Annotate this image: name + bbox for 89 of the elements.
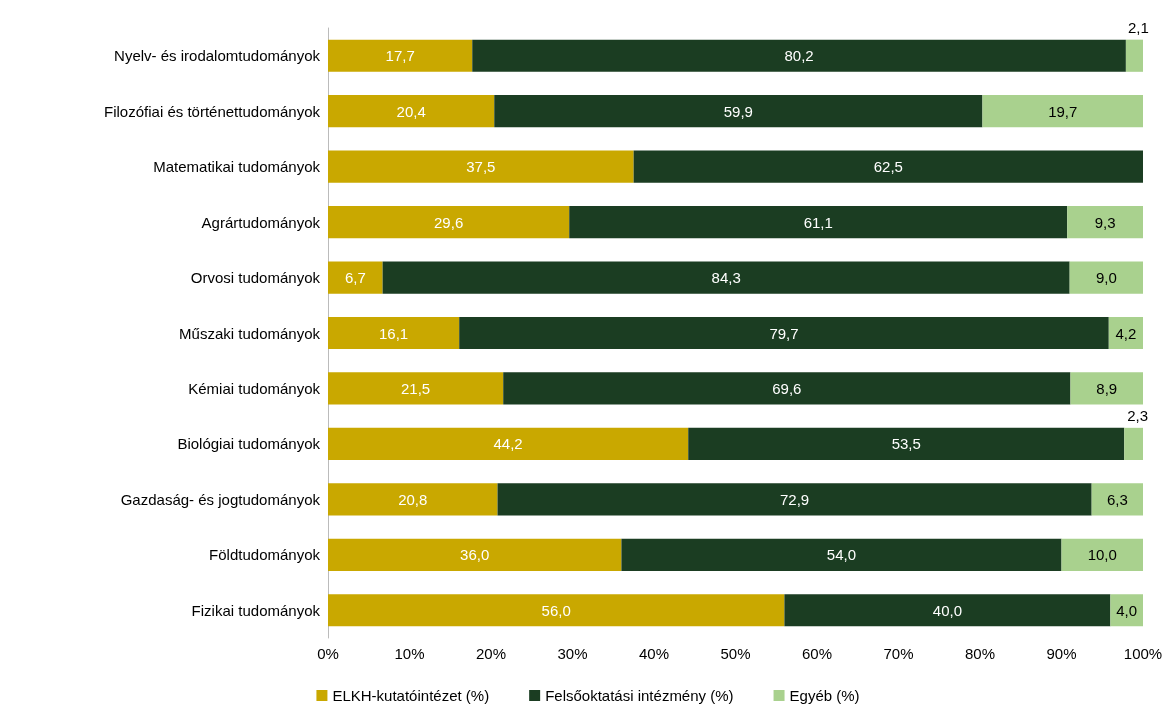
data-label: 56,0 xyxy=(541,601,571,619)
legend-label: ELKH-kutatóintézet (%) xyxy=(332,687,490,704)
bar xyxy=(472,39,1126,72)
bar xyxy=(328,372,504,405)
data-label: 36,0 xyxy=(460,546,490,564)
bar xyxy=(459,316,1109,350)
data-label: 40,0 xyxy=(932,601,962,619)
y-tick-label: Nyelv- és irodalomtudományok xyxy=(114,47,321,65)
bar xyxy=(784,594,1111,627)
bar xyxy=(1108,316,1143,350)
legend-label: Egyéb (%) xyxy=(789,687,860,704)
x-tick-label: 50% xyxy=(720,645,751,662)
bar xyxy=(633,150,1143,183)
data-label: 10,0 xyxy=(1087,546,1117,564)
bar xyxy=(1070,372,1143,405)
bar xyxy=(328,150,634,183)
legend-label: Felsőoktatási intézmény (%) xyxy=(545,687,734,704)
bar xyxy=(328,538,622,571)
bar xyxy=(569,206,1068,239)
data-label: 4,0 xyxy=(1116,601,1138,619)
data-label: 61,1 xyxy=(803,213,833,231)
x-tick-label: 90% xyxy=(1046,645,1077,662)
bar xyxy=(503,372,1071,405)
y-tick-label: Filozófiai és történettudományok xyxy=(104,102,321,120)
bar xyxy=(1061,538,1143,571)
data-label: 9,0 xyxy=(1095,269,1117,287)
x-tick-label: 60% xyxy=(801,645,833,662)
x-tick-label: 10% xyxy=(394,645,425,662)
data-label: 21,5 xyxy=(401,379,431,397)
data-label: 2,3 xyxy=(1127,406,1149,424)
bar xyxy=(497,483,1092,516)
bar xyxy=(328,594,785,627)
data-label: 29,6 xyxy=(434,213,464,231)
data-label: 16,1 xyxy=(379,324,409,342)
y-tick-label: Biológiai tudományok xyxy=(177,435,321,453)
data-label: 84,3 xyxy=(711,269,741,287)
bar xyxy=(328,39,473,72)
data-label: 6,7 xyxy=(344,269,366,287)
y-tick-label: Agrártudományok xyxy=(201,213,321,231)
data-label: 44,2 xyxy=(493,435,523,453)
bar xyxy=(494,95,983,128)
bar xyxy=(1110,594,1143,627)
data-label: 53,5 xyxy=(891,435,921,453)
data-label: 54,0 xyxy=(826,546,857,564)
x-tick-label: 40% xyxy=(638,645,670,662)
data-label: 17,7 xyxy=(385,47,415,65)
bar xyxy=(328,95,495,128)
data-label: 59,9 xyxy=(723,102,753,120)
bar xyxy=(1067,206,1143,239)
bar xyxy=(328,261,383,294)
x-tick-label: 80% xyxy=(964,645,996,662)
bar xyxy=(1091,483,1143,516)
data-label: 4,2 xyxy=(1115,324,1137,342)
data-label: 2,1 xyxy=(1128,18,1149,36)
data-label: 69,6 xyxy=(772,379,802,397)
bar xyxy=(328,206,570,239)
y-tick-label: Fizikai tudományok xyxy=(191,601,321,619)
bar xyxy=(382,261,1070,294)
y-tick-label: Gazdaság- és jogtudományok xyxy=(120,490,321,508)
bar xyxy=(982,95,1143,128)
bar xyxy=(1124,427,1143,460)
y-tick-label: Műszaki tudományok xyxy=(179,324,321,342)
data-label: 8,9 xyxy=(1096,379,1118,397)
bar xyxy=(621,538,1062,571)
data-label: 20,4 xyxy=(396,102,426,120)
bar xyxy=(328,427,689,460)
bar xyxy=(1069,261,1143,294)
bar xyxy=(328,316,460,350)
data-label: 37,5 xyxy=(466,158,496,176)
data-label: 19,7 xyxy=(1048,102,1078,120)
x-tick-label: 100% xyxy=(1123,645,1163,662)
y-tick-label: Matematikai tudományok xyxy=(153,158,321,176)
bar xyxy=(1125,39,1143,72)
data-label: 6,3 xyxy=(1106,490,1128,508)
x-tick-label: 70% xyxy=(883,645,914,662)
data-label: 80,2 xyxy=(784,47,814,65)
y-tick-label: Orvosi tudományok xyxy=(190,269,321,287)
bar xyxy=(328,483,498,516)
x-tick-label: 0% xyxy=(317,645,339,662)
bar xyxy=(688,427,1125,460)
y-tick-label: Kémiai tudományok xyxy=(188,379,321,397)
data-label: 79,7 xyxy=(769,324,799,342)
data-label: 9,3 xyxy=(1094,213,1116,231)
x-tick-label: 30% xyxy=(557,645,588,662)
data-label: 20,8 xyxy=(398,490,428,508)
x-tick-label: 20% xyxy=(475,645,507,662)
data-label: 72,9 xyxy=(779,490,810,508)
data-label: 62,5 xyxy=(873,158,903,176)
y-tick-label: Földtudományok xyxy=(209,546,321,564)
